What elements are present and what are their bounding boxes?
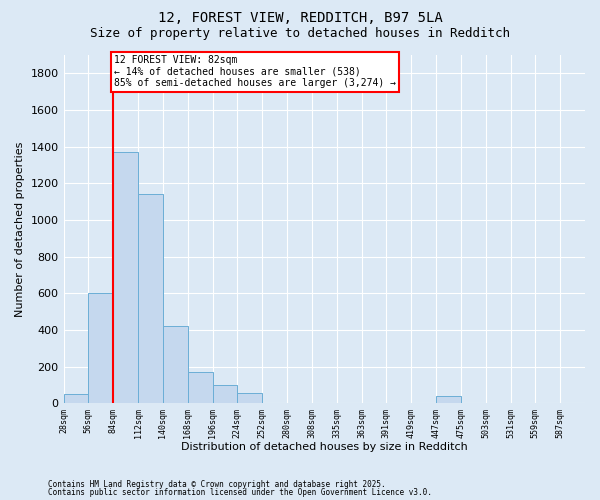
Bar [188,372,212,404]
Bar [138,194,163,404]
Bar [212,385,238,404]
Bar [436,396,461,404]
Bar [238,394,262,404]
Text: 12, FOREST VIEW, REDDITCH, B97 5LA: 12, FOREST VIEW, REDDITCH, B97 5LA [158,11,442,25]
Bar [64,394,88,404]
Text: 12 FOREST VIEW: 82sqm
← 14% of detached houses are smaller (538)
85% of semi-det: 12 FOREST VIEW: 82sqm ← 14% of detached … [114,55,396,88]
Text: Contains HM Land Registry data © Crown copyright and database right 2025.: Contains HM Land Registry data © Crown c… [48,480,386,489]
X-axis label: Distribution of detached houses by size in Redditch: Distribution of detached houses by size … [181,442,467,452]
Bar [113,152,138,404]
Bar [262,402,287,404]
Text: Size of property relative to detached houses in Redditch: Size of property relative to detached ho… [90,28,510,40]
Text: Contains public sector information licensed under the Open Government Licence v3: Contains public sector information licen… [48,488,432,497]
Y-axis label: Number of detached properties: Number of detached properties [15,142,25,317]
Bar [88,294,113,404]
Bar [163,326,188,404]
